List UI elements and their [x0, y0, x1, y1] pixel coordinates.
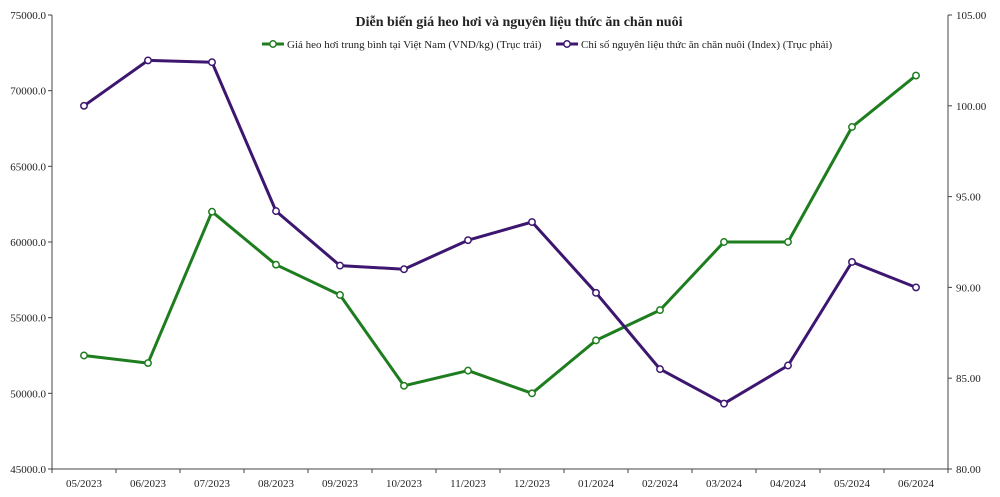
- series-2-point: [528, 218, 536, 226]
- legend-item-1: Giá heo hơi trung bình tại Việt Nam (VND…: [262, 39, 542, 51]
- series-2-point: [336, 261, 344, 270]
- legend-item-2: Chỉ số nguyên liệu thức ăn chăn nuôi (In…: [556, 39, 833, 51]
- series-1-point: [528, 389, 536, 398]
- right-y-tick-label: 85.00: [956, 373, 981, 385]
- series-2-line: [83, 58, 917, 406]
- series-1: [80, 71, 920, 398]
- series-1-point: [80, 351, 88, 360]
- x-tick-label: 03/2024: [706, 478, 743, 490]
- series-2-point: [272, 207, 280, 216]
- series-layer: [80, 56, 920, 408]
- series-2-point: [656, 365, 664, 374]
- left-y-tick-label: 55000.0: [10, 313, 46, 325]
- series-1-point: [912, 71, 920, 80]
- legend-label: Giá heo hơi trung bình tại Việt Nam (VND…: [287, 39, 542, 51]
- left-y-tick-label: 65000.0: [10, 161, 46, 173]
- series-1-point: [272, 260, 280, 269]
- right-y-tick-label: 80.00: [956, 464, 981, 476]
- x-tick-label: 09/2023: [322, 478, 359, 490]
- series-2: [80, 56, 920, 408]
- left-y-tick-label: 70000.0: [10, 86, 46, 98]
- x-tick-label: 01/2024: [578, 478, 615, 490]
- chart-title: Diễn biến giá heo hơi và nguyên liệu thứ…: [356, 14, 683, 30]
- series-2-point: [720, 399, 728, 408]
- series-1-point: [720, 238, 728, 246]
- right-y-tick-label: 90.00: [956, 282, 981, 294]
- left-y-tick-label: 45000.0: [10, 464, 46, 476]
- x-tick-label: 06/2023: [130, 478, 167, 490]
- left-y-tick-label: 60000.0: [10, 237, 46, 249]
- series-1-point: [656, 306, 664, 315]
- series-2-point: [784, 361, 792, 370]
- series-2-point: [848, 258, 856, 266]
- legend-swatch-marker: [563, 40, 571, 48]
- series-1-point: [400, 381, 408, 390]
- x-tick-label: 11/2023: [450, 478, 486, 490]
- right-y-tick-label: 100.00: [956, 101, 987, 113]
- right-y-tick-label: 95.00: [956, 192, 981, 204]
- x-tick-label: 05/2024: [834, 478, 871, 490]
- legend-label: Chỉ số nguyên liệu thức ăn chăn nuôi (In…: [581, 39, 833, 51]
- series-1-point: [784, 238, 792, 246]
- left-y-tick-label: 50000.0: [10, 388, 46, 400]
- series-2-point: [912, 283, 920, 292]
- left-y-tick-label: 75000.0: [10, 10, 46, 22]
- series-2-point: [144, 56, 152, 65]
- legend: Giá heo hơi trung bình tại Việt Nam (VND…: [262, 39, 833, 51]
- x-tick-label: 06/2024: [898, 478, 935, 490]
- x-tick-label: 07/2023: [194, 478, 231, 490]
- x-tick-label: 04/2024: [770, 478, 807, 490]
- legend-swatch-marker: [269, 40, 277, 48]
- x-tick-label: 08/2023: [258, 478, 295, 490]
- x-tick-label: 02/2024: [642, 478, 679, 490]
- x-tick-label: 12/2023: [514, 478, 551, 490]
- series-1-point: [848, 123, 856, 131]
- series-1-point: [592, 336, 600, 345]
- series-2-point: [592, 288, 600, 297]
- series-2-point: [400, 265, 408, 274]
- series-1-point: [208, 207, 216, 216]
- series-1-point: [336, 291, 344, 299]
- x-tick-label: 10/2023: [386, 478, 423, 490]
- series-2-point: [464, 236, 472, 245]
- axes: 45000.0 50000.0 55000.0 60000.0 65000.0 70000…: [10, 10, 987, 490]
- right-y-tick-label: 105.00: [956, 10, 987, 22]
- series-1-point: [464, 366, 472, 375]
- series-2-point: [208, 58, 216, 67]
- series-1-point: [144, 359, 152, 368]
- series-2-point: [80, 101, 88, 110]
- x-tick-label: 05/2023: [66, 478, 103, 490]
- series-1-line: [83, 74, 917, 395]
